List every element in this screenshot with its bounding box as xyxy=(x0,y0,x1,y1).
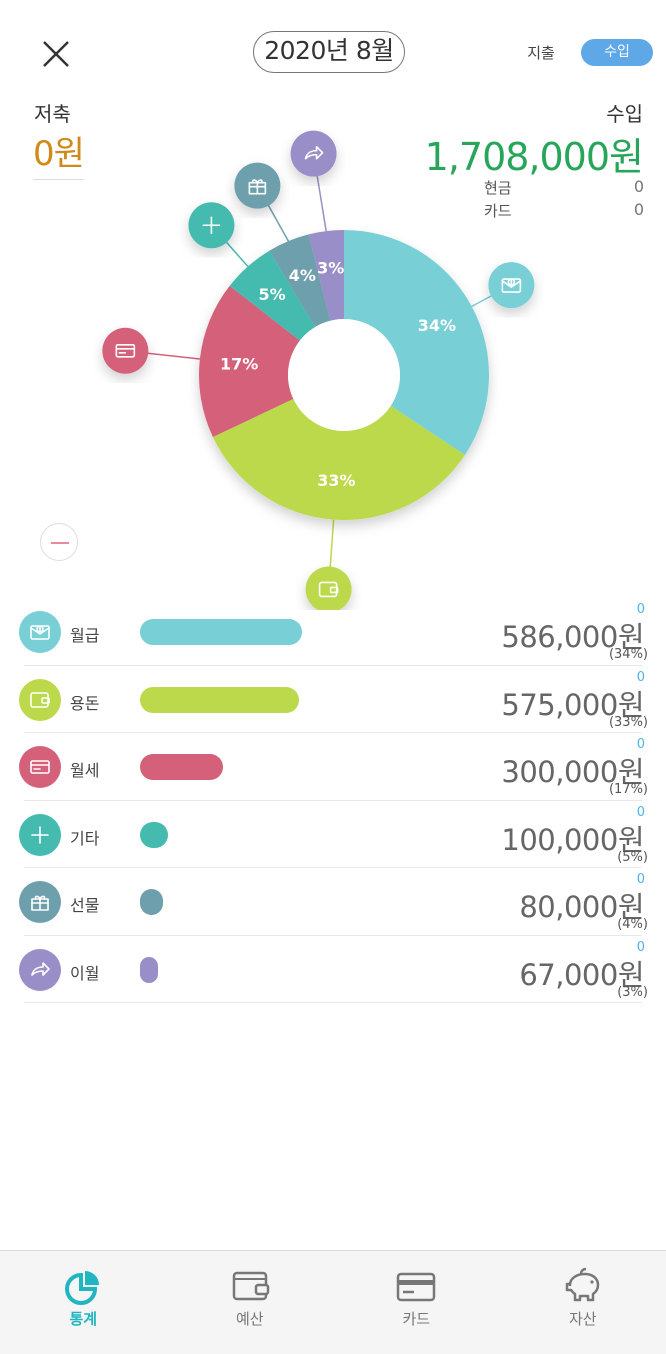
category-name: 기타 xyxy=(70,828,100,848)
savings-value: 0원 xyxy=(33,126,85,180)
category-row[interactable]: 월급 0 586,000원 (34%) xyxy=(19,598,648,666)
donut-slice-4[interactable] xyxy=(229,250,316,341)
transaction-count: 0 xyxy=(636,669,645,685)
money-envelope-icon xyxy=(501,278,522,293)
category-amount: 586,000원 xyxy=(501,620,644,654)
category-amount: 575,000원 xyxy=(501,687,644,722)
category-bar xyxy=(140,889,163,915)
transaction-count: 0 xyxy=(636,804,645,820)
tab-credit-card[interactable]: 카드 xyxy=(333,1251,500,1354)
credit-card-icon xyxy=(19,746,61,788)
slice-percent-label: 33% xyxy=(317,471,355,490)
collapse-button[interactable] xyxy=(40,523,78,561)
income-label: 수입 xyxy=(606,102,643,126)
category-name: 용돈 xyxy=(70,693,100,713)
category-row[interactable]: 이월 0 67,000원 (3%) xyxy=(19,936,648,1003)
slice-icon-bubble[interactable] xyxy=(488,262,535,309)
income-donut-chart: 34% 33% 17% 5%4% 3% xyxy=(102,130,535,610)
income-total: 1,708,000원 xyxy=(424,135,644,179)
slice-icon-bubble[interactable] xyxy=(102,327,149,374)
money-envelope-icon xyxy=(19,611,61,653)
wallet-icon xyxy=(19,678,61,721)
donut-slice-5[interactable] xyxy=(269,234,331,327)
category-bar xyxy=(140,686,299,713)
card-value: 0 xyxy=(633,200,644,219)
gift-icon xyxy=(19,881,61,923)
category-percent: (4%) xyxy=(617,917,648,932)
category-amount: 80,000원 xyxy=(519,890,644,924)
forward-arrow-icon xyxy=(19,948,61,991)
slice-percent-label: 3% xyxy=(317,258,344,277)
card-label: 카드 xyxy=(484,202,512,220)
transaction-count: 0 xyxy=(636,939,645,955)
slice-icon-bubble[interactable] xyxy=(188,202,235,249)
donut-hole xyxy=(288,319,400,431)
credit-card-icon xyxy=(115,343,136,358)
category-bar xyxy=(140,619,302,645)
category-row[interactable]: 선물 0 80,000원 (4%) xyxy=(19,868,648,936)
category-bar xyxy=(140,821,168,848)
forward-arrow-icon xyxy=(304,145,324,160)
donut-slice-3[interactable] xyxy=(198,285,300,437)
category-row[interactable]: 기타 0 100,000원 (5%) xyxy=(19,801,648,868)
transaction-count: 0 xyxy=(636,872,645,887)
slice-percent-label: 4% xyxy=(289,266,316,285)
slice-icon-bubble[interactable] xyxy=(290,130,337,177)
tab-pie-chart[interactable]: 통계 xyxy=(0,1251,167,1354)
wallet-icon xyxy=(318,581,339,598)
transaction-count: 0 xyxy=(636,602,645,617)
category-name: 월급 xyxy=(70,626,100,645)
slice-percent-label: 17% xyxy=(220,354,258,373)
slice-icon-bubble[interactable] xyxy=(234,162,281,209)
donut-slice-6[interactable] xyxy=(308,230,344,321)
category-row[interactable]: 월세 0 300,000원 (17%) xyxy=(19,733,648,801)
category-bar xyxy=(140,754,223,780)
category-percent: (33%) xyxy=(608,714,648,730)
tab-label: 예산 xyxy=(235,1310,264,1328)
month-selector[interactable]: 2020년 8월 xyxy=(253,31,405,73)
expense-toggle[interactable]: 지출 xyxy=(527,44,555,62)
cash-label: 현금 xyxy=(484,179,512,197)
category-percent: (17%) xyxy=(608,782,648,797)
savings-label: 저축 xyxy=(34,102,71,126)
category-bar xyxy=(140,956,158,983)
cash-value: 0 xyxy=(633,177,644,196)
donut-slice-1[interactable] xyxy=(344,230,490,456)
category-name: 선물 xyxy=(70,896,100,915)
category-amount: 100,000원 xyxy=(501,822,644,857)
plus-icon xyxy=(202,216,221,235)
income-toggle[interactable]: 수입 xyxy=(581,39,653,66)
category-amount: 67,000원 xyxy=(519,957,644,992)
tab-label: 카드 xyxy=(402,1310,431,1328)
gift-icon xyxy=(248,179,267,195)
tab-wallet[interactable]: 예산 xyxy=(167,1251,334,1354)
donut-slice-2[interactable] xyxy=(212,398,465,520)
close-icon xyxy=(43,41,69,67)
category-percent: (5%) xyxy=(617,849,648,865)
category-name: 월세 xyxy=(70,761,100,780)
category-percent: (3%) xyxy=(617,984,648,1000)
category-name: 이월 xyxy=(70,963,100,983)
close-button[interactable] xyxy=(38,36,74,72)
category-amount: 300,000원 xyxy=(501,755,644,789)
bottom-tab-bar: 통계 예산 카드 자산 xyxy=(0,1250,666,1354)
plus-icon xyxy=(19,813,61,856)
card-row: 카드 0 xyxy=(484,200,644,221)
transaction-count: 0 xyxy=(636,737,645,752)
cash-row: 현금 0 xyxy=(484,177,644,198)
tab-label: 통계 xyxy=(69,1310,98,1328)
slice-percent-label: 5% xyxy=(258,285,285,304)
tab-piggy-bank[interactable]: 자산 xyxy=(500,1251,666,1354)
category-percent: (34%) xyxy=(608,647,648,662)
slice-icon-bubble[interactable] xyxy=(305,566,352,610)
tab-label: 자산 xyxy=(568,1310,597,1328)
slice-percent-label: 34% xyxy=(418,316,456,335)
category-row[interactable]: 용돈 0 575,000원 (33%) xyxy=(19,666,648,733)
category-list: 월급 0 586,000원 (34%) 용돈 0 575,000원 (33%) 월세 0 300,0… xyxy=(0,598,666,1003)
